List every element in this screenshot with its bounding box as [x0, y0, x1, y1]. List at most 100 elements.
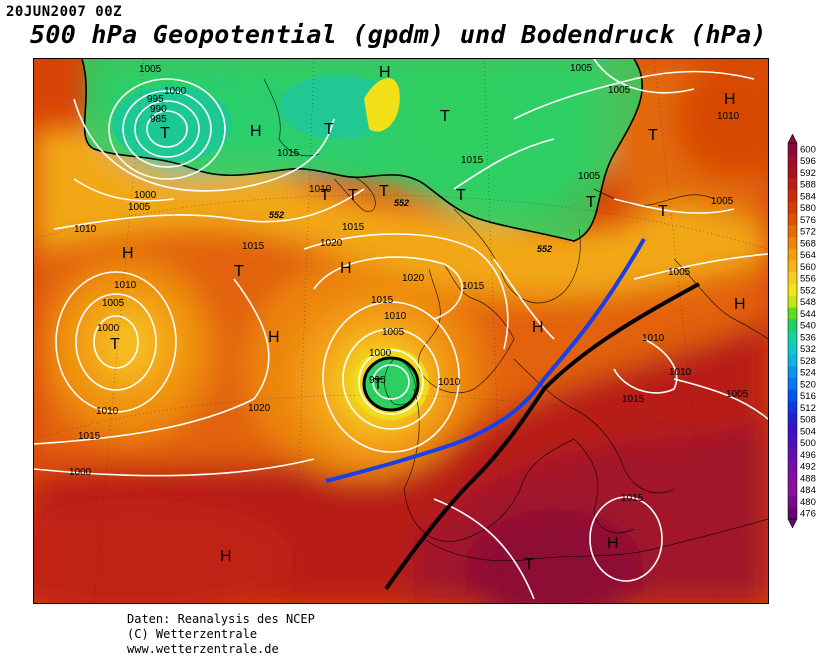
legend-swatch — [788, 237, 797, 250]
legend-swatch — [788, 272, 797, 285]
legend-label: 524 — [800, 368, 816, 379]
legend-swatch — [788, 143, 797, 156]
legend-swatch — [788, 295, 797, 308]
legend-swatch — [788, 436, 797, 449]
legend-label: 528 — [800, 356, 816, 367]
high-marker: H — [379, 64, 391, 81]
isobar-label: 1010 — [309, 184, 332, 195]
low-marker: T — [320, 187, 330, 204]
isobar-label: 995 — [369, 375, 386, 386]
high-marker: H — [220, 548, 232, 565]
legend-label: 560 — [800, 262, 816, 273]
weather-map: 1005 1000 995 990 985 1000 1005 1010 101… — [33, 58, 769, 604]
isobar-label: 1005 — [578, 171, 601, 182]
low-marker: T — [648, 127, 658, 144]
legend-swatch — [788, 483, 797, 496]
legend-label: 476 — [800, 509, 816, 520]
isobars — [34, 59, 768, 600]
legend-swatch — [788, 401, 797, 414]
isobar-label: 1010 — [384, 311, 407, 322]
legend-swatch — [788, 213, 797, 226]
isobar-label: 1000 — [369, 348, 392, 359]
legend-swatch — [788, 190, 797, 203]
isobar-label: 1005 — [382, 327, 405, 338]
geopotential-label: 552 — [537, 244, 552, 254]
legend-arrow-bottom — [787, 518, 798, 529]
low-marker: T — [456, 187, 466, 204]
isobar-label: 985 — [150, 114, 167, 125]
low-marker: T — [379, 183, 389, 200]
isobar-label: 1015 — [621, 493, 644, 504]
geopotential-label: 552 — [269, 210, 284, 220]
geopotential-field — [34, 59, 768, 603]
legend-label: 584 — [800, 191, 816, 202]
legend-swatch — [788, 378, 797, 391]
legend-swatch — [788, 260, 797, 273]
isobar-labels: 1005 1000 995 990 985 1000 1005 1010 101… — [69, 63, 749, 504]
low-marker: T — [348, 187, 358, 204]
isobar-label: 1005 — [668, 267, 691, 278]
legend-label: 592 — [800, 168, 816, 179]
legend-swatch — [788, 248, 797, 261]
isobar-label: 1005 — [570, 63, 593, 74]
legend-swatch — [788, 507, 797, 520]
isobar-label: 1015 — [462, 281, 485, 292]
high-marker: H — [724, 91, 736, 108]
legend-swatch — [788, 460, 797, 473]
geopotential-label: 552 — [394, 198, 409, 208]
legend-label: 512 — [800, 403, 816, 414]
legend-label: 588 — [800, 180, 816, 191]
legend-label: 520 — [800, 379, 816, 390]
low-marker: T — [586, 194, 596, 211]
legend-swatch — [788, 413, 797, 426]
legend-label: 556 — [800, 274, 816, 285]
legend-swatch — [788, 389, 797, 402]
legend-swatch — [788, 166, 797, 179]
legend-swatch — [788, 331, 797, 344]
legend-swatch — [788, 342, 797, 355]
chart-date: 20JUN2007 00Z — [6, 4, 123, 20]
high-marker: H — [122, 245, 134, 262]
legend-label: 572 — [800, 227, 816, 238]
geopotential-labels: 552 552 552 — [269, 198, 552, 254]
legend-label: 544 — [800, 309, 816, 320]
low-marker: T — [324, 121, 334, 138]
legend-label: 568 — [800, 238, 816, 249]
legend-swatch — [788, 425, 797, 438]
legend-swatch — [788, 225, 797, 238]
legend-swatch — [788, 319, 797, 332]
legend-arrow-top — [787, 133, 798, 144]
isobar-label: 1015 — [622, 394, 645, 405]
legend-label: 480 — [800, 497, 816, 508]
front-blue — [325, 238, 646, 483]
isobar-label: 1010 — [96, 406, 119, 417]
isobar-label: 1005 — [139, 64, 162, 75]
legend-label: 580 — [800, 203, 816, 214]
legend-swatch — [788, 472, 797, 485]
isobar-label: 1015 — [461, 155, 484, 166]
isobar-label: 1000 — [134, 190, 157, 201]
high-marker: H — [250, 123, 262, 140]
legend-label: 600 — [800, 144, 816, 155]
legend-label: 484 — [800, 485, 816, 496]
chart-title: 500 hPa Geopotential (gpdm) und Bodendru… — [30, 20, 767, 49]
high-marker: H — [734, 296, 746, 313]
legend-swatch — [788, 178, 797, 191]
isobar-label: 995 — [147, 94, 164, 105]
isobar-label: 1015 — [277, 148, 300, 159]
isobar-label: 1010 — [438, 377, 461, 388]
legend-label: 596 — [800, 156, 816, 167]
legend-label: 532 — [800, 344, 816, 355]
legend-label: 548 — [800, 297, 816, 308]
credits: Daten: Reanalysis des NCEP (C) Wetterzen… — [127, 612, 315, 657]
low-marker: T — [110, 336, 120, 353]
isobar-label: 1005 — [608, 85, 631, 96]
legend-label: 564 — [800, 250, 816, 261]
isobar-label: 1020 — [402, 273, 425, 284]
low-marker: T — [234, 263, 244, 280]
legend-label: 536 — [800, 332, 816, 343]
isobar-label: 1015 — [371, 295, 394, 306]
front-black — [384, 282, 700, 591]
legend-label: 552 — [800, 285, 816, 296]
low-marker: T — [658, 203, 668, 220]
